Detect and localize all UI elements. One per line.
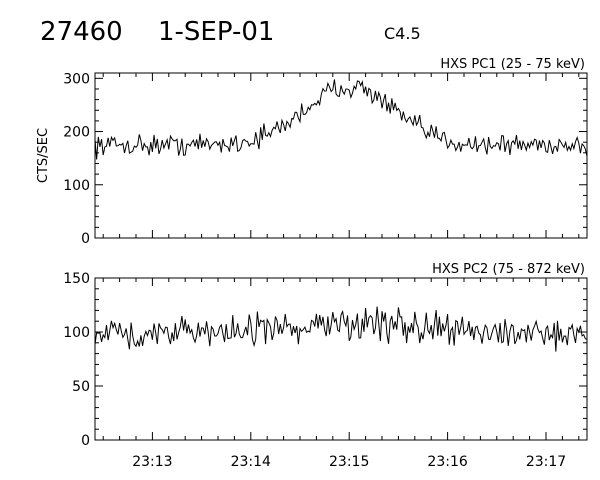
y-tick-label: 0 <box>81 433 90 449</box>
event-date: 1-SEP-01 <box>158 17 274 47</box>
x-tick-label: 23:15 <box>329 454 369 470</box>
plot-frame <box>94 72 588 239</box>
y-tick-label: 50 <box>72 379 90 395</box>
goes-class: C4.5 <box>384 24 421 43</box>
x-tick-label: 23:14 <box>231 454 271 470</box>
y-tick-label: 0 <box>81 231 90 247</box>
x-tick-label: 23:13 <box>132 454 172 470</box>
panel-title: HXS PC2 (75 - 872 keV) <box>432 262 585 277</box>
panel-title: HXS PC1 (25 - 75 keV) <box>440 57 585 72</box>
x-tick-label: 23:17 <box>526 454 566 470</box>
y-tick-label: 150 <box>63 271 90 287</box>
count-rate-series <box>94 306 588 352</box>
plot-frame <box>94 277 588 441</box>
y-tick-label: 100 <box>63 178 90 194</box>
count-rate-series <box>94 79 588 160</box>
event-id: 27460 <box>40 17 123 47</box>
x-tick-label: 23:16 <box>427 454 467 470</box>
pc2-panel: HXS PC2 (75 - 872 keV) 0 50 100 150 23:13 23:1… <box>63 262 588 470</box>
y-tick-label: 100 <box>63 325 90 341</box>
y-tick-label: 300 <box>63 71 90 87</box>
pc1-panel: HXS PC1 (25 - 75 keV) CTS/SEC 0 100 200 300 <box>36 57 588 247</box>
y-axis-label: CTS/SEC <box>36 128 51 183</box>
y-tick-label: 200 <box>63 125 90 141</box>
